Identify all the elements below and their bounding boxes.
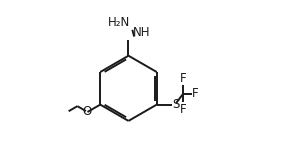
Text: H₂N: H₂N	[108, 16, 130, 29]
Text: O: O	[83, 106, 92, 118]
Text: F: F	[180, 103, 187, 116]
Text: NH: NH	[133, 26, 151, 39]
Text: F: F	[180, 72, 187, 85]
Text: S: S	[172, 98, 180, 111]
Text: F: F	[192, 87, 199, 100]
